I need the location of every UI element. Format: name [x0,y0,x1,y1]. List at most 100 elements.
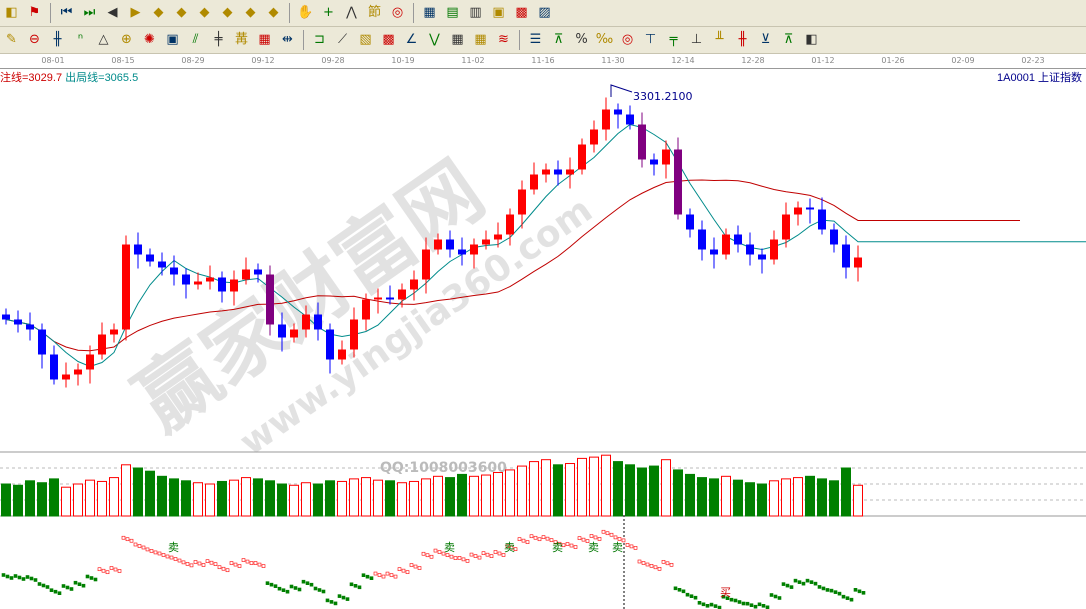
volume-bar [217,480,227,517]
indicator-mark [397,567,402,571]
first-icon[interactable]: ⏮ [60,5,73,20]
gann-icon[interactable]: 冓 [234,32,248,47]
fan-lines-icon[interactable]: ⟋ [337,32,348,47]
last-icon[interactable]: ⏭ [83,5,96,20]
date-tick: 01-12 [811,56,835,65]
indicator-mark [801,581,806,586]
candle-body [218,277,226,292]
indicator-mark [729,597,734,602]
hand-icon[interactable]: ✋ [297,5,314,20]
volume-bar [613,461,623,517]
crosshair-icon[interactable]: + [323,5,334,20]
volume-bar [733,479,743,517]
arrows-icon[interactable]: ╨ [715,32,724,47]
text-icon[interactable]: ⊤ [644,32,657,47]
circle-icon[interactable]: ⊖ [29,32,40,47]
candle-body [770,239,778,260]
volume-bar [325,480,335,517]
percent-line-icon[interactable]: ‰ [595,32,614,47]
export-icon[interactable]: ▩ [515,5,528,20]
grid-icon[interactable]: ▦ [451,32,464,47]
indicator-mark [817,585,822,589]
formula-icon[interactable]: ◎ [391,5,404,20]
flag-icon[interactable]: ╫ [738,32,747,47]
volume-bar [709,478,719,517]
candle-body [722,234,730,255]
fan-icon[interactable]: ╪ [214,32,223,47]
volume-bar [481,474,491,517]
channel-icon[interactable]: ≋ [498,32,509,47]
table-icon[interactable]: ▦ [474,32,487,47]
volume-bar [97,480,107,517]
indicator-mark [649,563,654,568]
left-icon[interactable]: ◀ [107,5,118,20]
wave-icon[interactable]: ⋁ [429,32,440,47]
indicator-mark [733,598,738,603]
stack-icon[interactable]: ⊻ [760,32,771,47]
trend-icon[interactable]: ⊼ [553,32,564,47]
volume-bar [277,483,287,517]
indicator-mark [273,584,278,588]
candle-body [638,124,646,160]
indicator-mark [841,594,846,599]
coin-icon[interactable]: ◎ [621,32,634,47]
gann-box-icon[interactable]: ▧ [359,32,372,47]
indicator-mark [557,541,562,546]
color-flag-icon[interactable]: ⚑ [28,5,41,20]
candle-body [374,297,382,300]
n2-icon[interactable]: ⁿ [77,32,84,47]
indicator-mark [405,570,410,574]
section-icon[interactable]: 節 [367,5,381,20]
star-icon[interactable]: ✺ [144,32,155,47]
calculator-icon[interactable]: ▤ [446,5,459,20]
bar-up-icon[interactable]: ⊼ [783,32,794,47]
indicator-mark [529,534,534,539]
right-icon[interactable]: ▶ [130,5,141,20]
box-icon[interactable]: ▣ [166,32,179,47]
range-icon[interactable]: ▦ [258,32,271,47]
indicator-mark [653,565,658,570]
gann-fan-icon[interactable]: ▩ [382,32,395,47]
indicator-mark [393,574,398,579]
save-icon[interactable]: ▣ [492,5,505,20]
target-icon[interactable]: ⊕ [121,32,132,47]
draw-line-icon[interactable]: ⋀ [346,5,357,20]
indicator-mark [457,556,462,560]
kline-icon[interactable]: ◧ [5,5,18,20]
volume-bar [49,478,59,517]
zoom-in-icon[interactable]: ◆ [245,5,256,20]
expand-icon[interactable]: ◆ [199,5,210,20]
calendar-icon[interactable]: ▦ [423,5,436,20]
zoom-out-icon[interactable]: ◆ [268,5,279,20]
toolbar-main: ◧ ⚑ ⏮ ⏭ ◀ ▶ ◆ ◆ ◆ ◆ ◆ ◆ ✋ + ⋀ 節 ◎ ▦ ▤ ▥ ▣ ▩ ▨ [0,0,1086,27]
indicator-mark [585,539,590,543]
pivot-icon[interactable]: ╤ [669,32,678,47]
shift-right-icon[interactable]: ◆ [176,5,187,20]
bar-down-icon[interactable]: ◧ [805,32,818,47]
shift-left-icon[interactable]: ◆ [153,5,164,20]
rect-icon[interactable]: ⊐ [314,32,325,47]
parallel-icon[interactable]: ⫽ [192,32,199,47]
shrink-icon[interactable]: ◆ [222,5,233,20]
indicator-mark [625,543,630,547]
volume-bar [205,483,215,517]
indicator-mark [581,537,586,542]
cycle-icon[interactable]: ⊥ [690,32,703,47]
list-icon[interactable]: ☰ [529,32,542,47]
grid-lines-icon[interactable]: ╫ [53,32,62,47]
indicator-mark [621,538,626,543]
notes-icon[interactable]: ▥ [469,5,482,20]
angle-icon[interactable]: ∠ [405,32,418,47]
indicator-mark [1,573,6,577]
percent-icon[interactable]: % [575,32,588,47]
indicator-mark [381,574,386,579]
indicator-mark [445,553,450,557]
indicator-mark [545,536,550,541]
candle-body [566,169,574,175]
print-icon[interactable]: ▨ [538,5,551,20]
measure-icon[interactable]: ⇹ [282,32,293,47]
candle-body [758,254,766,260]
triangle-icon[interactable]: △ [98,32,109,47]
pen-icon[interactable]: ✎ [6,32,17,47]
